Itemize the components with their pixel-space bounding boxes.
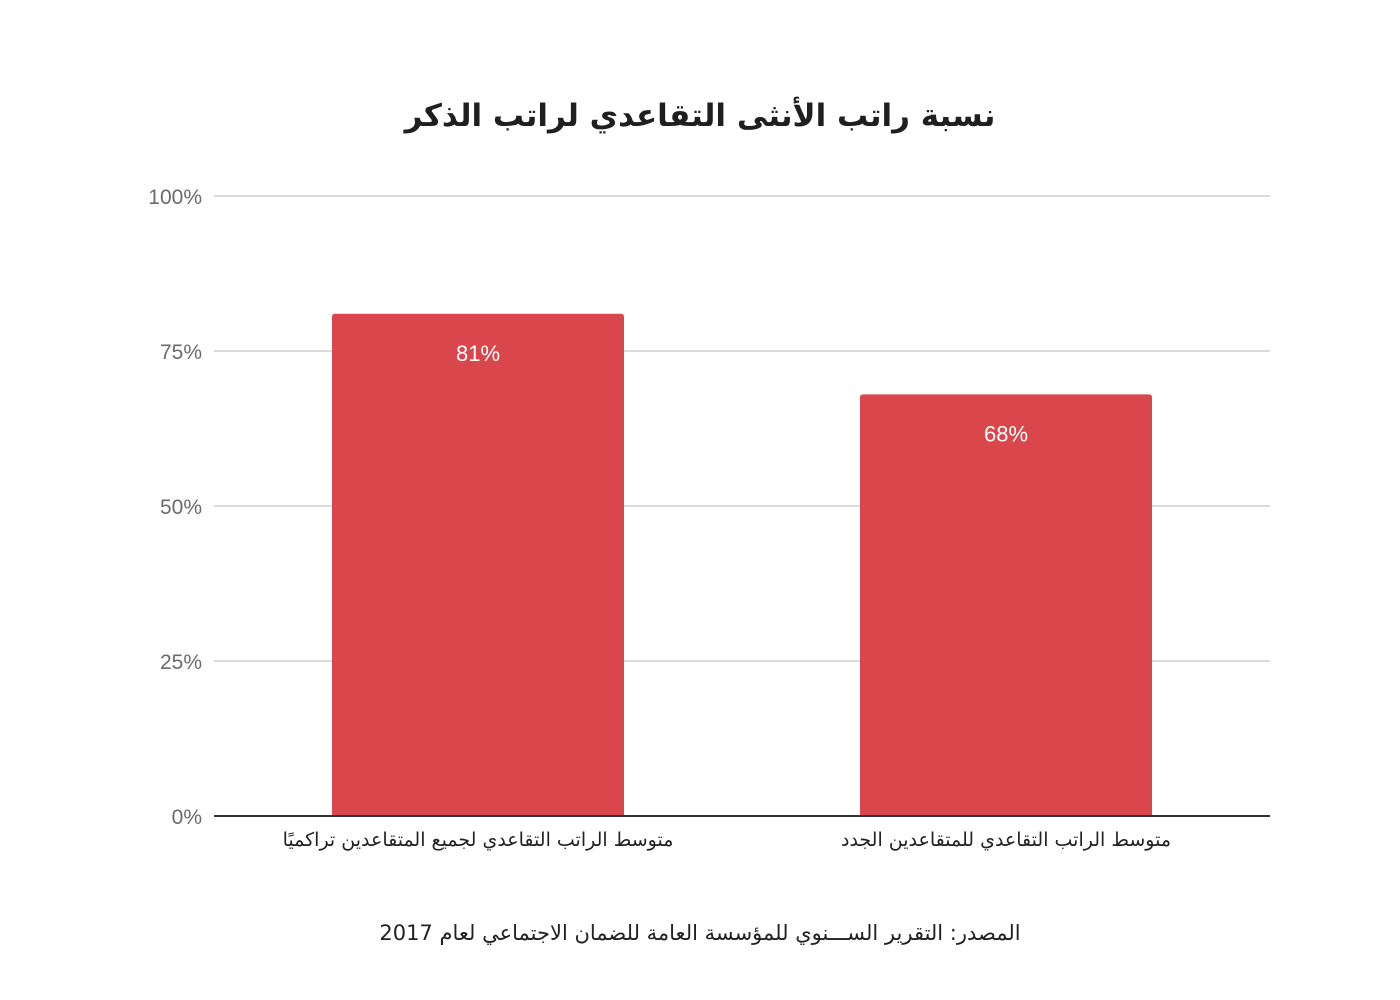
data-label: 81% xyxy=(456,341,500,366)
y-tick-label: 100% xyxy=(148,186,202,209)
bar xyxy=(860,394,1152,816)
y-tick-label: 25% xyxy=(160,651,202,674)
category-label: متوسط الراتب التقاعدي للمتقاعدين الجدد xyxy=(841,829,1171,851)
y-tick-label: 0% xyxy=(172,806,202,829)
y-axis-ticks: 0% 25% 50% 75% 100% xyxy=(148,186,202,829)
data-label: 68% xyxy=(984,421,1028,446)
bars: 81% 68% xyxy=(332,313,1152,816)
y-tick-label: 50% xyxy=(160,496,202,519)
chart-title: نسبة راتب الأنثى التقاعدي لراتب الذكر xyxy=(403,96,996,134)
bar xyxy=(332,313,624,816)
source-note: المصدر: التقرير الســـنوي للمؤسسة العامة… xyxy=(379,921,1020,945)
x-axis-labels: متوسط الراتب التقاعدي لجميع المتقاعدين ت… xyxy=(283,829,1171,851)
category-label: متوسط الراتب التقاعدي لجميع المتقاعدين ت… xyxy=(283,829,674,851)
y-tick-label: 75% xyxy=(160,341,202,364)
